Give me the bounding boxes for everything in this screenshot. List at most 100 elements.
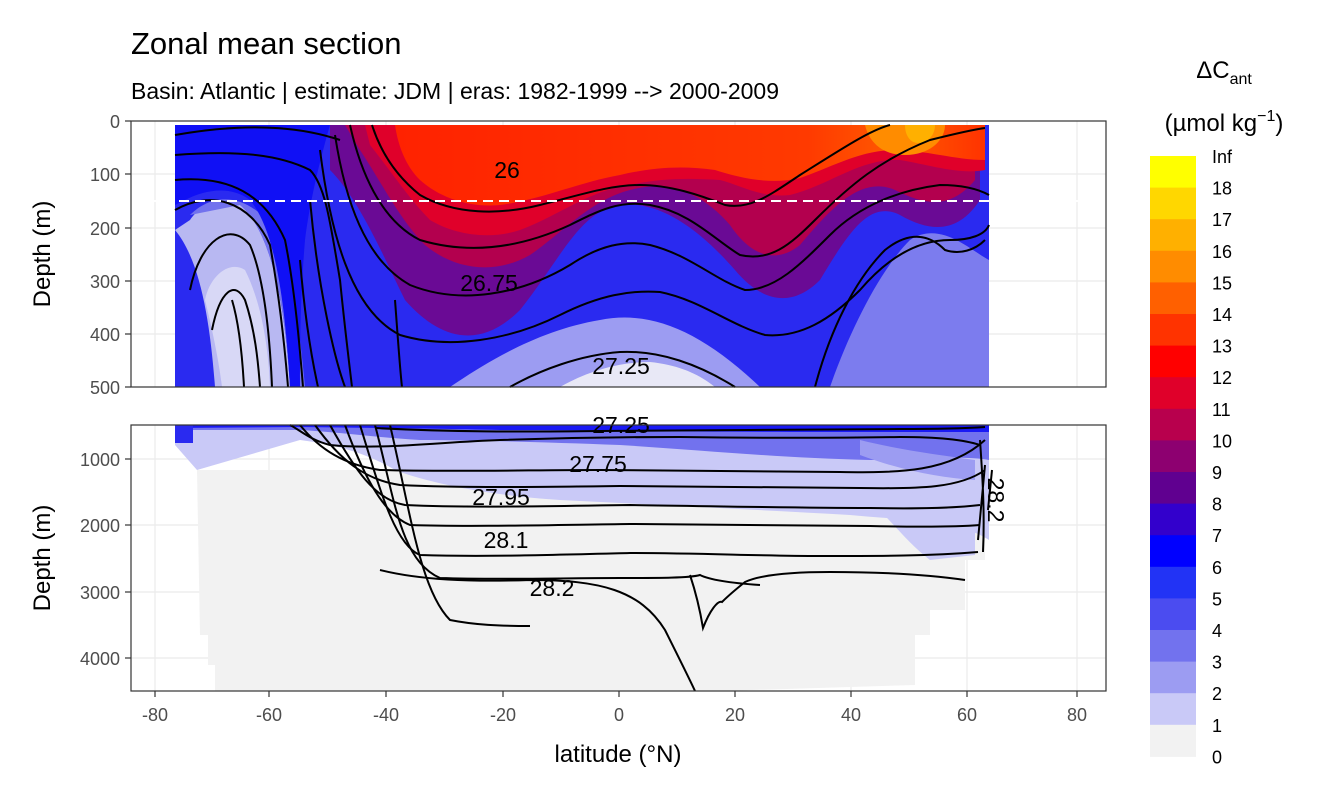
legend-label: 16: [1212, 242, 1232, 262]
field-deep-blue-south: [175, 125, 330, 387]
contour-label-27-95: 27.95: [472, 484, 530, 510]
legend-swatch: [1150, 219, 1196, 252]
legend-swatch: [1150, 661, 1196, 694]
lower-contours: [289, 424, 993, 692]
upper-panel: 26 26.75 27.25: [130, 120, 1107, 388]
legend-label: 4: [1212, 621, 1222, 641]
upper-contours: [174, 124, 990, 388]
legend-swatches: [1150, 156, 1196, 757]
legend-label: 5: [1212, 589, 1222, 609]
field-orange-red: [395, 125, 985, 206]
contour-label-28-2: 28.2: [530, 575, 575, 601]
legend-label: 8: [1212, 495, 1222, 515]
x-axis: -80 -60 -40 -20 0 20 40 60 80 latitude (…: [142, 691, 1087, 768]
field-light-north: [830, 233, 989, 387]
legend-label: 17: [1212, 210, 1232, 230]
chart-title: Zonal mean section: [131, 26, 402, 61]
y-tick-label: 100: [90, 165, 120, 185]
y-tick-label: 200: [90, 219, 120, 239]
legend-label: Inf: [1212, 147, 1233, 167]
contour-label-28-2-north: 28.2: [983, 478, 1009, 523]
field-pale-equator: [560, 362, 715, 387]
legend-label: 10: [1212, 431, 1232, 451]
legend-swatch: [1150, 630, 1196, 663]
legend-title-sub: ant: [1230, 71, 1253, 88]
legend-title-main: ΔC: [1196, 57, 1229, 84]
legend-label: 11: [1212, 400, 1231, 420]
legend-swatch: [1150, 187, 1196, 220]
chart-subtitle: Basin: Atlantic | estimate: JDM | eras: …: [131, 78, 779, 104]
lower-y-axis-title: Depth (m): [29, 505, 56, 612]
legend-swatch: [1150, 314, 1196, 347]
contour-label-28-1: 28.1: [484, 527, 529, 553]
field-light-blue-band: [175, 425, 989, 460]
legend-unit-exp: −1: [1257, 108, 1275, 125]
legend-unit: (µmol kg−1): [1165, 108, 1284, 137]
x-tick-label: -40: [373, 705, 399, 725]
contour-label-26-75: 26.75: [460, 270, 518, 296]
y-tick-label: 300: [90, 272, 120, 292]
y-tick-label: 0: [110, 112, 120, 132]
legend-swatch: [1150, 156, 1196, 189]
legend-label: 0: [1212, 747, 1222, 767]
x-tick-label: -20: [490, 705, 516, 725]
legend-swatch: [1150, 472, 1196, 505]
y-tick-label: 1000: [80, 450, 120, 470]
legend-swatch: [1150, 535, 1196, 568]
x-tick-label: 80: [1067, 705, 1087, 725]
upper-y-axis: 0 100 200 300 400 500 Depth (m): [29, 112, 131, 398]
legend-swatch: [1150, 693, 1196, 726]
x-tick-label: 20: [725, 705, 745, 725]
legend-swatch: [1150, 503, 1196, 536]
legend: ΔCant (µmol kg−1) Inf1817161514131211109…: [1150, 57, 1283, 767]
legend-swatch: [1150, 440, 1196, 473]
legend-label: 9: [1212, 463, 1222, 483]
x-axis-title: latitude (°N): [555, 741, 682, 768]
legend-swatch: [1150, 282, 1196, 315]
legend-swatch: [1150, 408, 1196, 441]
upper-panel-border: [130, 120, 1107, 388]
x-tick-label: -60: [256, 705, 282, 725]
legend-swatch: [1150, 724, 1196, 757]
y-tick-label: 4000: [80, 649, 120, 669]
field-mid-north: [860, 440, 975, 480]
contour-label-26: 26: [494, 157, 520, 183]
legend-label: 1: [1212, 716, 1222, 736]
field-blue-edge: [175, 425, 193, 443]
legend-label: 2: [1212, 684, 1222, 704]
legend-title: ΔCant: [1196, 57, 1252, 88]
y-tick-label: 400: [90, 325, 120, 345]
legend-label: 18: [1212, 179, 1232, 199]
legend-label: 14: [1212, 305, 1232, 325]
y-tick-label: 2000: [80, 516, 120, 536]
legend-label: 3: [1212, 653, 1222, 673]
legend-label: 15: [1212, 273, 1232, 293]
upper-y-axis-title: Depth (m): [29, 201, 56, 308]
legend-swatch: [1150, 345, 1196, 378]
upper-filled-field: [175, 125, 989, 387]
lower-y-axis: 1000 2000 3000 4000 Depth (m): [29, 450, 131, 669]
contour-label-27-75: 27.75: [569, 451, 627, 477]
x-tick-label: 60: [957, 705, 977, 725]
x-tick-label: -80: [142, 705, 168, 725]
y-tick-label: 500: [90, 378, 120, 398]
legend-swatch: [1150, 250, 1196, 283]
field-pale-north: [870, 470, 975, 560]
legend-swatch: [1150, 377, 1196, 410]
legend-label: 6: [1212, 558, 1222, 578]
y-tick-label: 3000: [80, 583, 120, 603]
legend-unit-prefix: (µmol kg: [1165, 110, 1258, 137]
x-tick-label: 40: [841, 705, 861, 725]
legend-swatch: [1150, 598, 1196, 631]
contour-label-27-25-upper: 27.25: [592, 353, 650, 379]
legend-label: 12: [1212, 368, 1232, 388]
field-hotspot-core: [905, 125, 935, 143]
legend-label: 13: [1212, 337, 1232, 357]
lower-panel: 27.25 27.75 27.95 28.1 28.2 28.2: [130, 412, 1107, 692]
legend-unit-suffix: ): [1275, 110, 1283, 137]
x-tick-label: 0: [614, 705, 624, 725]
legend-label: 7: [1212, 526, 1222, 546]
legend-swatch: [1150, 566, 1196, 599]
